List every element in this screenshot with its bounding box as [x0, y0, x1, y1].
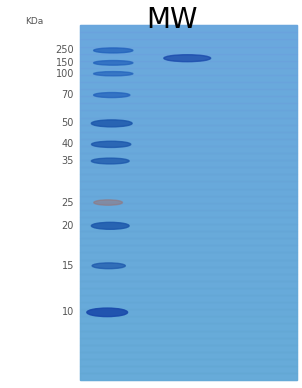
Bar: [80, 89, 297, 96]
Bar: [80, 274, 297, 281]
Text: 150: 150: [56, 58, 74, 68]
Bar: [80, 217, 297, 224]
Bar: [80, 253, 297, 260]
Bar: [80, 132, 297, 139]
Ellipse shape: [94, 48, 133, 53]
Bar: [80, 146, 297, 153]
Ellipse shape: [87, 308, 127, 317]
Bar: [80, 75, 297, 82]
Bar: [80, 210, 297, 217]
Bar: [80, 196, 297, 203]
Text: 25: 25: [62, 197, 74, 208]
Bar: [80, 373, 297, 380]
Bar: [80, 160, 297, 167]
Bar: [80, 25, 297, 32]
Bar: [80, 118, 297, 125]
Bar: [80, 238, 297, 245]
Bar: [80, 309, 297, 316]
Bar: [80, 295, 297, 302]
Text: 100: 100: [56, 69, 74, 79]
Bar: [80, 338, 297, 345]
Bar: [80, 167, 297, 174]
Bar: [80, 40, 297, 47]
Bar: [80, 281, 297, 288]
Ellipse shape: [94, 200, 123, 205]
Bar: [80, 153, 297, 160]
Bar: [80, 345, 297, 352]
Text: 40: 40: [62, 139, 74, 149]
Bar: [80, 68, 297, 75]
Text: KDa: KDa: [26, 17, 44, 26]
Bar: [80, 366, 297, 373]
Bar: [80, 182, 297, 189]
Ellipse shape: [94, 93, 130, 97]
Text: 15: 15: [62, 261, 74, 271]
Bar: [80, 125, 297, 132]
Ellipse shape: [92, 141, 131, 147]
Bar: [80, 316, 297, 324]
Bar: [80, 260, 297, 267]
Ellipse shape: [91, 222, 129, 229]
Ellipse shape: [94, 61, 133, 65]
Bar: [80, 54, 297, 61]
Bar: [80, 111, 297, 118]
Bar: [80, 96, 297, 103]
Bar: [80, 103, 297, 111]
Ellipse shape: [91, 120, 132, 127]
Bar: [80, 203, 297, 210]
Text: 250: 250: [55, 45, 74, 55]
Bar: [80, 32, 297, 40]
Text: 20: 20: [62, 221, 74, 231]
Bar: [80, 189, 297, 196]
Bar: [80, 288, 297, 295]
Bar: [80, 324, 297, 331]
Ellipse shape: [164, 55, 211, 62]
Bar: [80, 331, 297, 338]
Bar: [80, 245, 297, 253]
Ellipse shape: [94, 71, 133, 76]
Text: 10: 10: [62, 307, 74, 317]
Bar: [80, 25, 297, 380]
Bar: [80, 139, 297, 146]
Text: 70: 70: [62, 90, 74, 100]
Text: MW: MW: [146, 6, 198, 34]
Bar: [80, 302, 297, 309]
Bar: [80, 224, 297, 231]
Bar: [80, 231, 297, 238]
Bar: [80, 47, 297, 54]
Bar: [80, 174, 297, 182]
Bar: [80, 352, 297, 359]
Bar: [80, 82, 297, 89]
Bar: [80, 267, 297, 274]
Bar: [80, 359, 297, 366]
Ellipse shape: [91, 158, 129, 164]
Text: 50: 50: [62, 118, 74, 128]
Text: 35: 35: [62, 156, 74, 166]
Ellipse shape: [92, 263, 125, 268]
Bar: [80, 61, 297, 68]
